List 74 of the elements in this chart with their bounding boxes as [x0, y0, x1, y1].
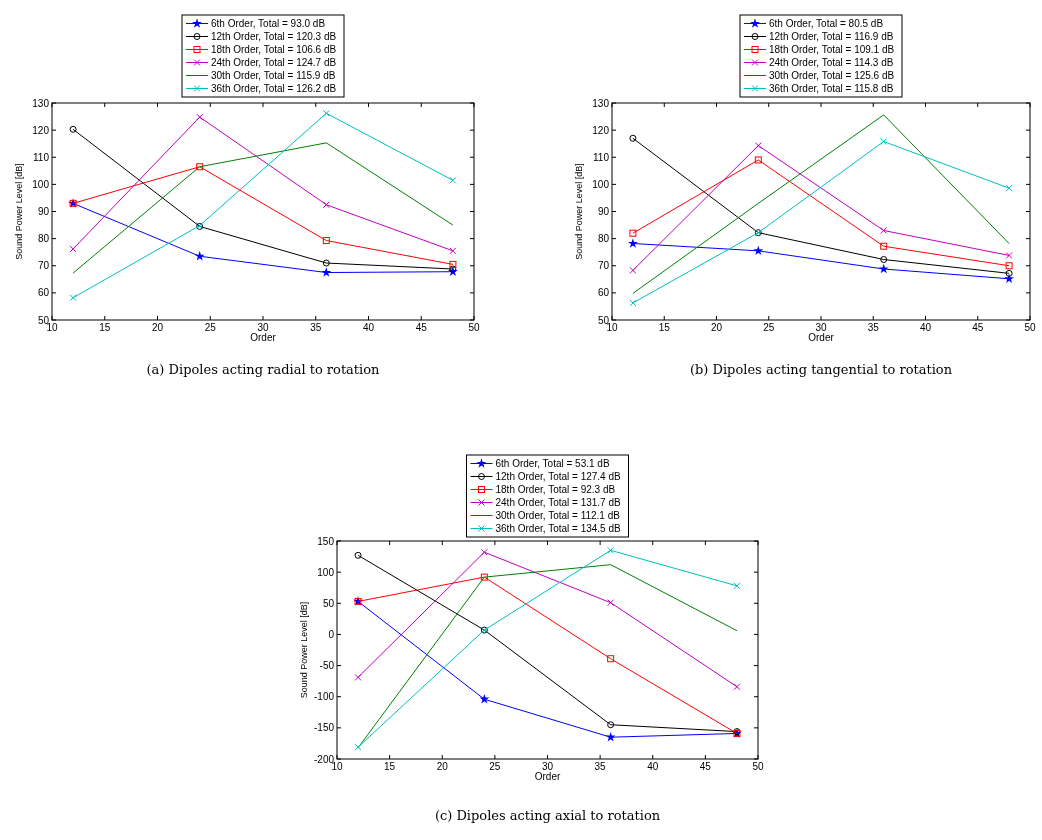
y-tick-label: 80	[597, 233, 610, 245]
legend-label: 30th Order, Total = 125.6 dB	[769, 70, 895, 81]
x-tick-label: 40	[647, 761, 659, 772]
y-tick-label: 90	[37, 206, 50, 217]
x-tick-label: 40	[919, 322, 932, 333]
legend-label: 36th Order, Total = 126.2 dB	[211, 83, 337, 94]
text: (c) Dipoles acting axial to rotation	[434, 808, 661, 823]
legend-label: 12th Order, Total = 120.3 dB	[211, 31, 337, 42]
y-tick-label: 150	[317, 535, 335, 547]
y-tick-label: 50	[322, 597, 335, 609]
y-tick-label: 100	[592, 178, 610, 190]
y-tick-label: -50	[319, 660, 335, 672]
legend-label: 24th Order, Total = 131.7 dB	[495, 497, 622, 508]
text: (a) Dipoles acting radial to rotation	[146, 362, 381, 377]
y-tick-label: 70	[37, 260, 50, 272]
y-axis-title: Sound Power Level [dB]	[574, 163, 584, 260]
x-tick-label: 50	[752, 761, 764, 772]
legend-label: 18th Order, Total = 109.1 dB	[769, 44, 895, 55]
y-axis-title: Sound Power Level [dB]	[14, 163, 24, 260]
x-tick-label: 30	[541, 761, 554, 772]
legend-label: 24th Order, Total = 114.3 dB	[769, 57, 894, 68]
legend-label: 30th Order, Total = 112.1 dB	[495, 510, 621, 521]
y-tick-label: 120	[592, 124, 610, 136]
legend-label: 12th Order, Total = 127.4 dB	[495, 471, 622, 482]
y-tick-label: 100	[317, 566, 335, 578]
x-tick-label: 30	[815, 322, 827, 333]
x-tick-label: 25	[489, 761, 501, 772]
x-tick-label: 35	[867, 322, 880, 333]
y-tick-label: 100	[32, 178, 50, 190]
x-axis-title: Order	[250, 332, 277, 343]
legend-label: 30th Order, Total = 115.9 dB	[211, 70, 336, 81]
y-tick-label: -100	[313, 691, 335, 703]
x-tick-label: 45	[699, 761, 712, 772]
y-tick-label: -150	[313, 722, 335, 734]
x-tick-label: 20	[710, 322, 723, 333]
y-tick-label: 60	[37, 287, 50, 299]
x-tick-label: 40	[362, 322, 375, 333]
legend-label: 18th Order, Total = 92.3 dB	[495, 484, 616, 495]
y-tick-label: 80	[37, 233, 50, 245]
x-tick-label: 25	[204, 322, 217, 333]
legend-label: 24th Order, Total = 124.7 dB	[211, 57, 337, 68]
x-tick-label: 30	[257, 322, 269, 333]
y-axis-title: Sound Power Level [dB]	[299, 601, 309, 699]
legend-label: 36th Order, Total = 115.8 dB	[769, 83, 894, 94]
x-tick-label: 15	[99, 322, 111, 333]
legend-label: 6th Order, Total = 93.0 dB	[211, 18, 326, 29]
y-tick-label: 110	[593, 151, 610, 163]
y-tick-label: 90	[597, 206, 610, 217]
x-tick-label: 15	[384, 761, 396, 772]
x-tick-label: 25	[763, 322, 775, 333]
x-tick-label: 35	[310, 322, 322, 333]
y-tick-label: 130	[592, 97, 610, 109]
x-tick-label: 50	[1024, 322, 1036, 333]
x-axis-title: Order	[534, 771, 561, 782]
y-tick-label: 110	[33, 151, 50, 163]
legend-label: 6th Order, Total = 53.1 dB	[495, 458, 610, 469]
y-tick-label: 70	[597, 260, 610, 272]
x-axis-title: Order	[808, 332, 835, 343]
legend-label: 36th Order, Total = 134.5 dB	[495, 523, 622, 534]
legend-label: 18th Order, Total = 106.6 dB	[211, 44, 337, 55]
y-tick-label: 60	[597, 287, 610, 299]
y-tick-label: 120	[32, 124, 50, 136]
x-tick-label: 15	[658, 322, 671, 333]
x-tick-label: 35	[594, 761, 607, 772]
y-tick-label: 130	[32, 97, 50, 109]
x-tick-label: 50	[468, 322, 480, 333]
x-tick-label: 45	[972, 322, 984, 333]
y-tick-label: 0	[328, 628, 335, 640]
x-tick-label: 45	[415, 322, 428, 333]
text: (b) Dipoles acting tangential to rotation	[689, 362, 953, 377]
x-tick-label: 20	[151, 322, 164, 333]
legend-label: 12th Order, Total = 116.9 dB	[769, 31, 894, 42]
x-tick-label: 20	[436, 761, 449, 772]
legend-label: 6th Order, Total = 80.5 dB	[769, 18, 884, 29]
